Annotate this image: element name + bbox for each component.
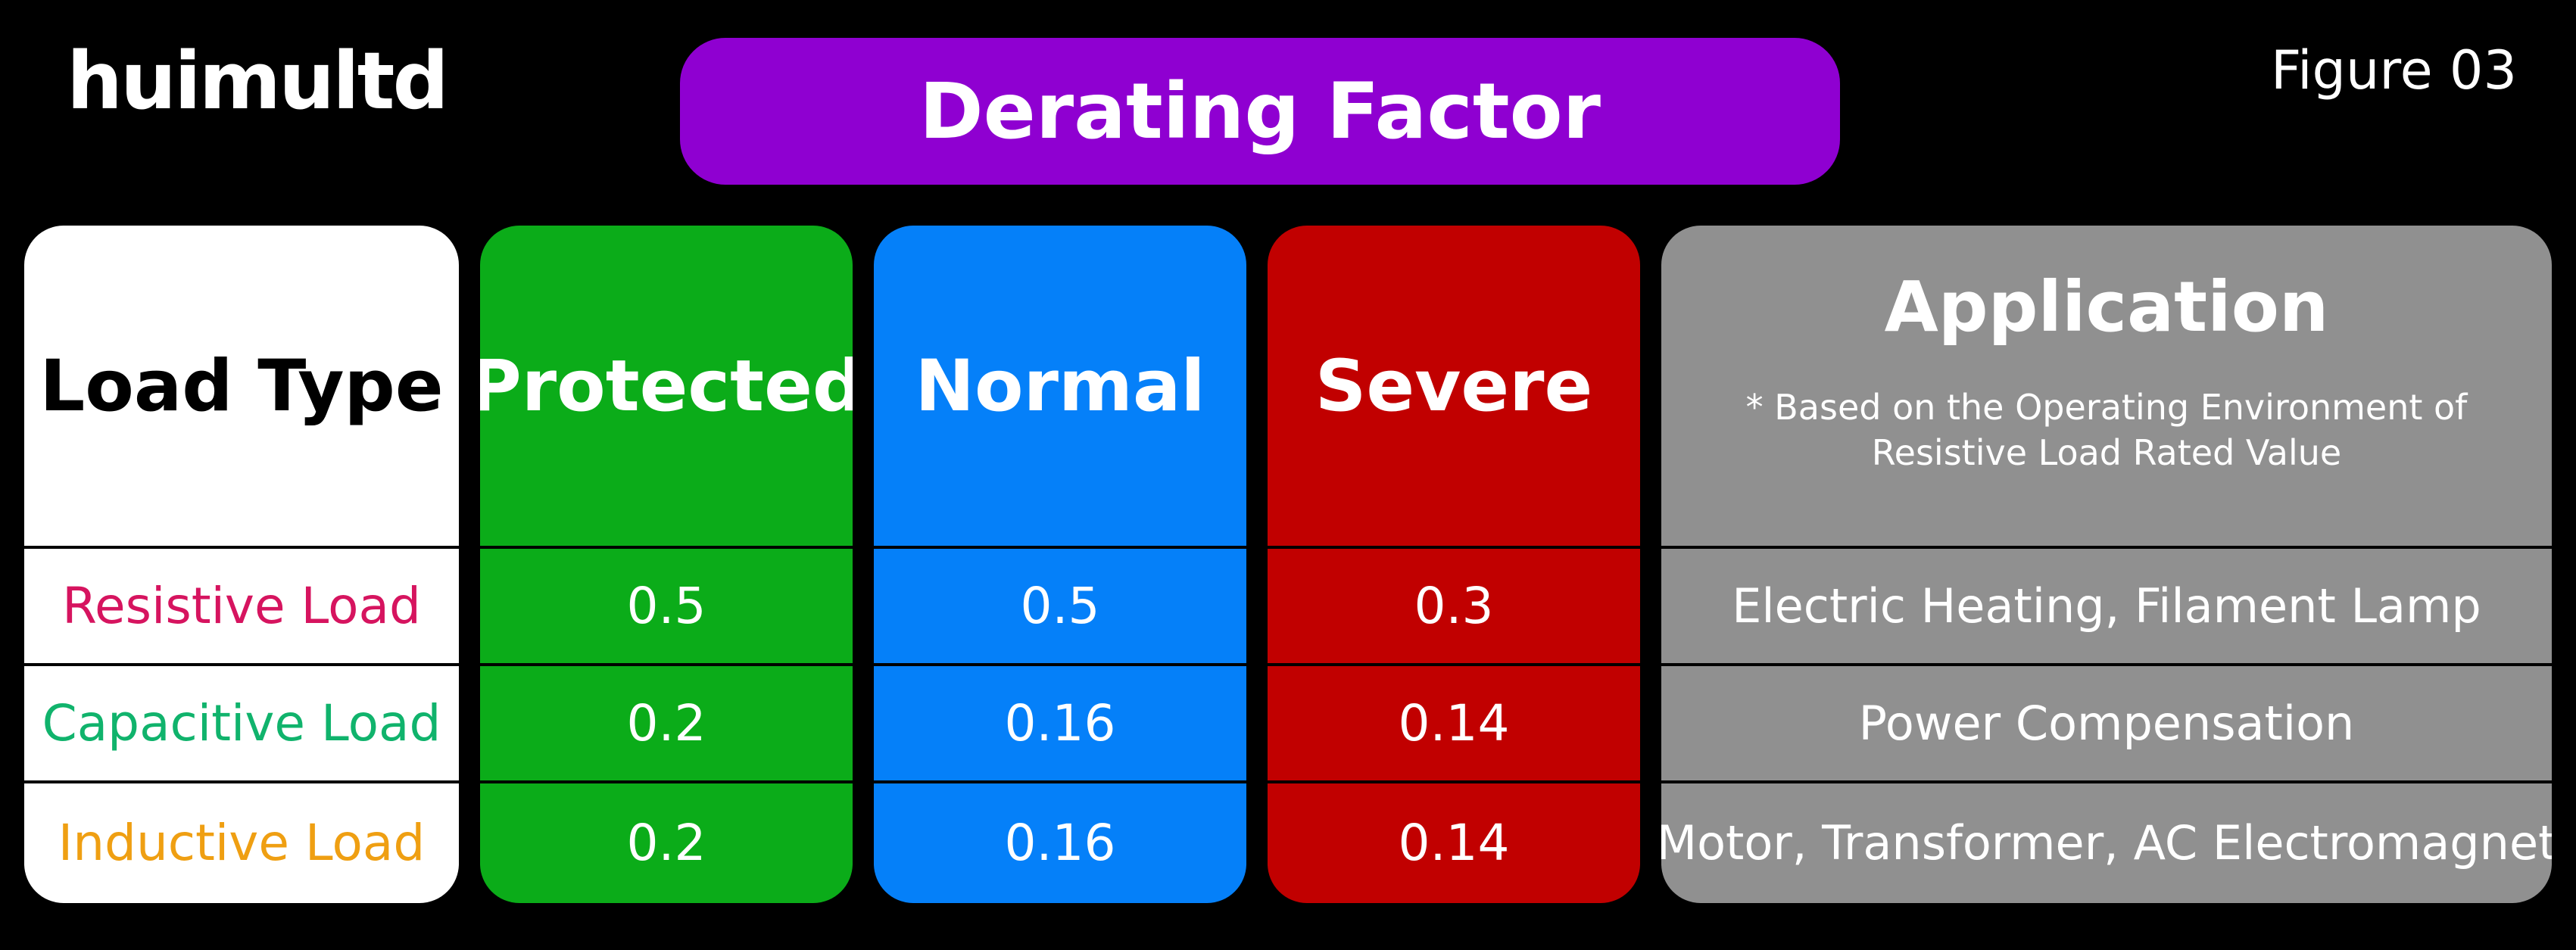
row-divider [1661,546,2552,549]
application-note: * Based on the Operating Environment of … [1746,385,2468,476]
application-capacitive: Power Compensation [1858,696,2355,751]
row-divider [1661,663,2552,666]
row-divider [24,780,459,783]
row-divider [24,663,459,666]
application-note-line1: * Based on the Operating Environment of [1745,387,2468,428]
application-note-line2: Resistive Load Rated Value [1871,432,2342,473]
application-header: Application [1884,266,2329,348]
load-capacitive: Capacitive Load [42,694,441,752]
row-divider [874,663,1246,666]
application-inductive: Motor, Transformer, AC Electromagnet [1661,815,2552,871]
row-divider [1268,546,1640,549]
figure-label: Figure 03 [2270,39,2517,101]
normal-resistive-value: 0.5 [1020,577,1100,635]
normal-header: Normal [915,345,1205,428]
application-column: Application * Based on the Operating Env… [1661,226,2552,903]
severe-header: Severe [1315,345,1593,428]
row-divider [24,546,459,549]
protected-resistive-value: 0.5 [626,577,706,635]
row-divider [1268,663,1640,666]
application-header-block: Application * Based on the Operating Env… [1661,226,2552,547]
load-type-column: Load Type Resistive Load Capacitive Load… [24,226,459,903]
normal-column: Normal 0.5 0.16 0.16 [874,226,1246,903]
row-divider [874,780,1246,783]
row-divider [480,780,853,783]
row-divider [1268,780,1640,783]
load-inductive: Inductive Load [58,813,426,872]
load-type-header: Load Type [39,345,444,428]
protected-header: Protected [480,345,853,428]
protected-inductive-value: 0.2 [626,813,706,872]
application-resistive: Electric Heating, Filament Lamp [1732,578,2481,634]
title-banner: Derating Factor [680,38,1840,185]
page-title: Derating Factor [919,66,1601,157]
protected-column: Protected 0.5 0.2 0.2 [480,226,853,903]
severe-inductive-value: 0.14 [1398,813,1510,872]
normal-inductive-value: 0.16 [1004,813,1116,872]
normal-capacitive-value: 0.16 [1004,694,1116,752]
protected-capacitive-value: 0.2 [626,694,706,752]
severe-column: Severe 0.3 0.14 0.14 [1268,226,1640,903]
load-resistive: Resistive Load [62,577,421,635]
severe-resistive-value: 0.3 [1414,577,1494,635]
row-divider [874,546,1246,549]
brand-logo: huimultd [67,35,449,127]
severe-capacitive-value: 0.14 [1398,694,1510,752]
row-divider [480,663,853,666]
row-divider [480,546,853,549]
row-divider [1661,780,2552,783]
